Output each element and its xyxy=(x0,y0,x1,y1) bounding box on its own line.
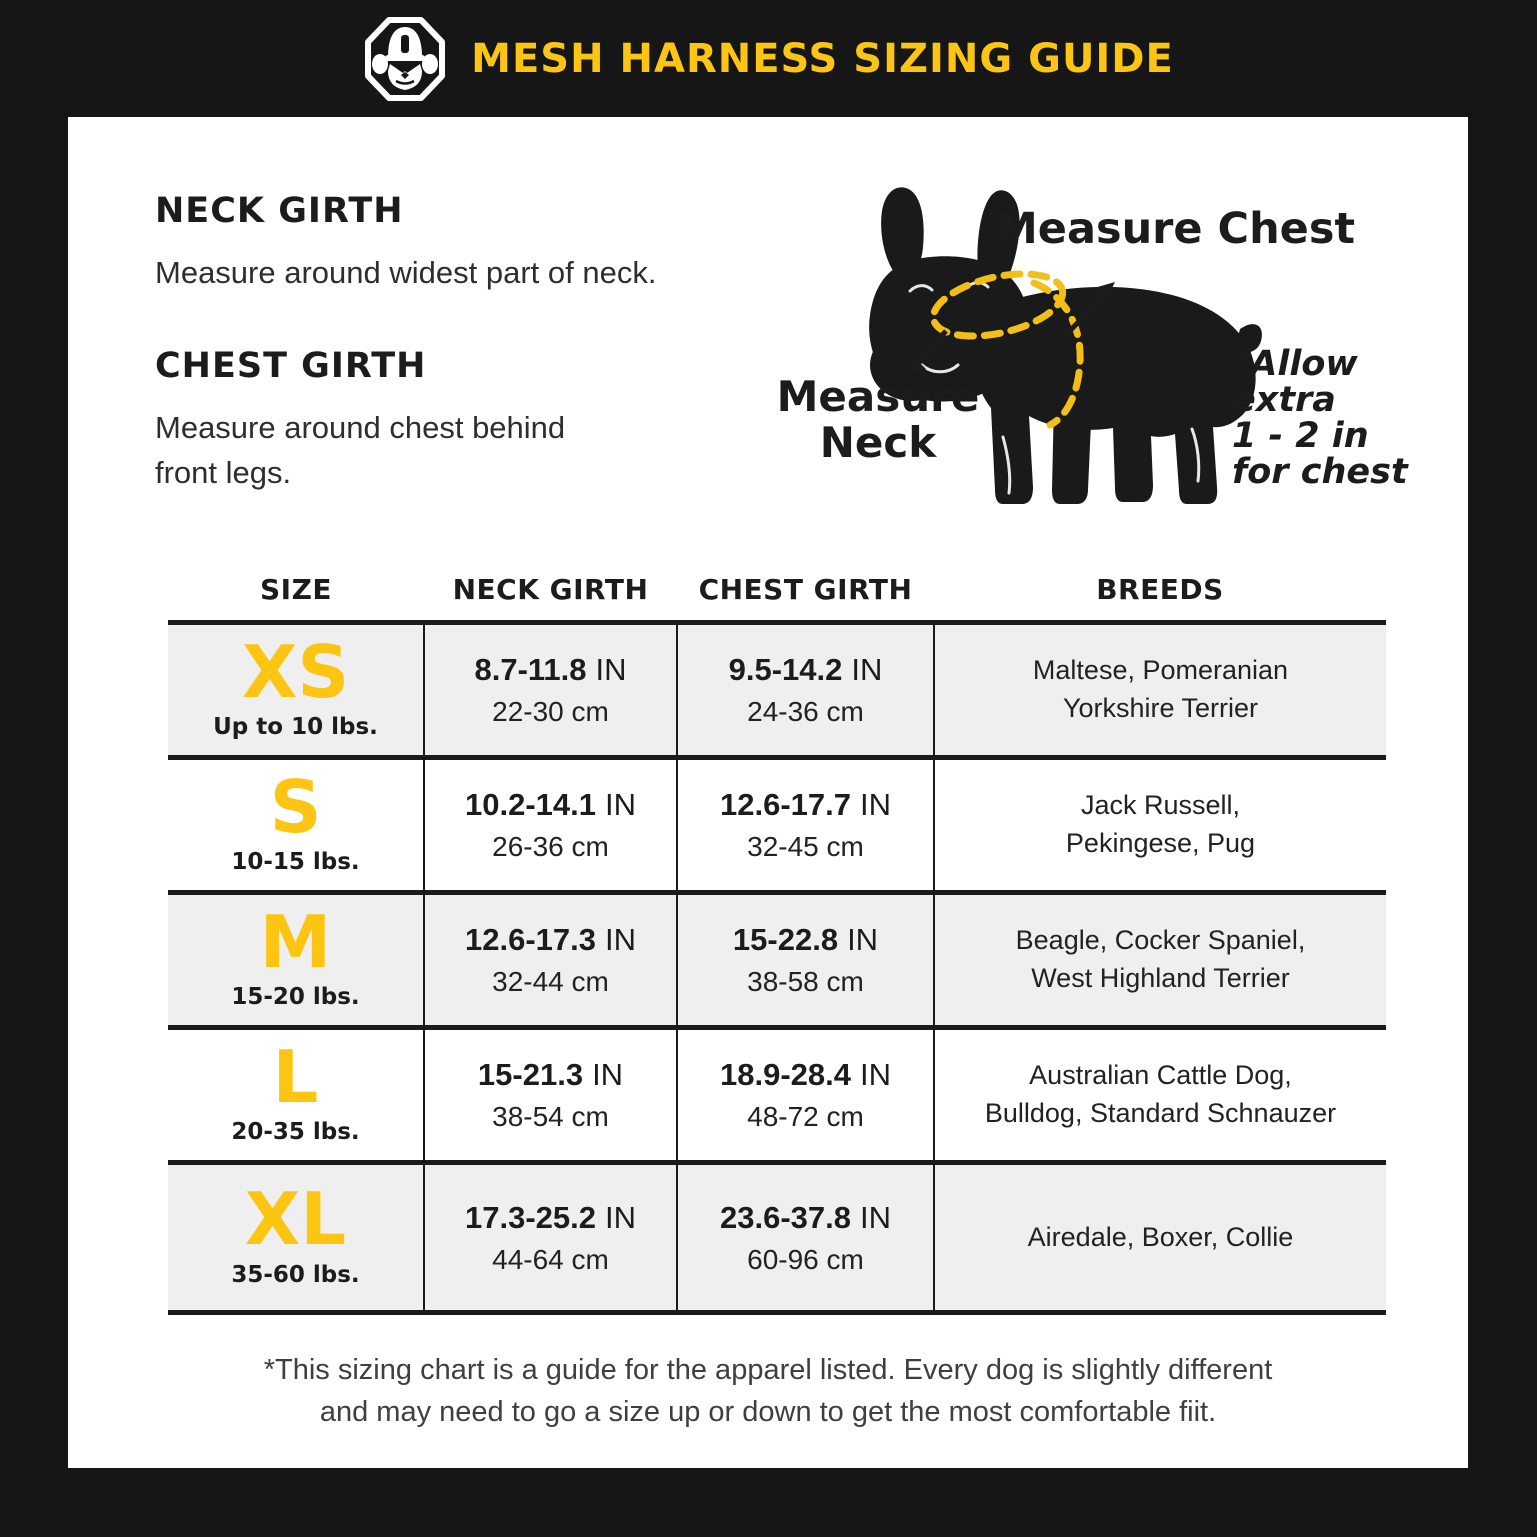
column-header-neck: NECK GIRTH xyxy=(452,572,649,606)
brand-logo-icon xyxy=(365,16,446,101)
neck-girth-cm: 32-44 cm xyxy=(492,966,609,997)
breeds-list: Jack Russell, Pekingese, Pug xyxy=(933,757,1386,893)
neck-girth-heading: NECK GIRTH xyxy=(155,191,404,231)
breeds-list: Australian Cattle Dog, Bulldog, Standard… xyxy=(933,1027,1386,1163)
page-title: MESH HARNESS SIZING GUIDE xyxy=(471,35,1174,82)
chest-girth-inches: 12.6-17.7 xyxy=(720,787,851,822)
inches-unit: IN xyxy=(605,787,636,822)
chest-girth-inches: 18.9-28.4 xyxy=(720,1057,851,1092)
neck-girth-cm: 44-64 cm xyxy=(492,1243,609,1275)
size-label: XL xyxy=(244,1177,347,1262)
neck-girth-cm: 26-36 cm xyxy=(492,831,609,862)
inches-unit: IN xyxy=(595,652,627,687)
table-header-row: SIZE NECK GIRTH CHEST GIRTH BREEDS xyxy=(168,563,1386,623)
octagon-outline xyxy=(365,16,446,101)
size-weight-range: Up to 10 lbs. xyxy=(213,714,378,741)
content-card: NECK GIRTH Measure around widest part of… xyxy=(68,117,1468,1468)
sizing-table: SIZE NECK GIRTH CHEST GIRTH BREEDS XS Up… xyxy=(168,563,1386,1315)
neck-girth-inches: 10.2-14.1 xyxy=(465,787,596,822)
chest-girth-cm: 24-36 cm xyxy=(747,696,864,727)
chest-girth-heading: CHEST GIRTH xyxy=(155,346,427,386)
header-bar: MESH HARNESS SIZING GUIDE xyxy=(0,0,1537,117)
chest-girth-cm: 48-72 cm xyxy=(747,1101,864,1132)
size-weight-range: 15-20 lbs. xyxy=(231,984,360,1011)
measure-neck-label-line1: Measure xyxy=(777,372,980,421)
chest-girth-inches: 15-22.8 xyxy=(732,922,839,957)
neck-girth-dashed-line xyxy=(929,270,1067,340)
chest-girth-cm: 32-45 cm xyxy=(747,831,864,862)
chest-girth-inches: 23.6-37.8 xyxy=(720,1199,851,1235)
allowance-note-line1: *Allow xyxy=(1232,344,1358,384)
inches-unit: IN xyxy=(605,1199,636,1235)
dog-ear-left xyxy=(372,53,389,74)
inches-unit: IN xyxy=(860,787,891,822)
neck-girth-cm: 22-30 cm xyxy=(492,696,609,727)
measure-chest-arrow xyxy=(1064,282,1115,337)
dog-ear-right xyxy=(422,53,439,74)
inches-unit: IN xyxy=(847,922,879,957)
allowance-note-line4: for chest xyxy=(1232,452,1409,492)
inches-unit: IN xyxy=(860,1057,891,1092)
size-weight-range: 20-35 lbs. xyxy=(231,1119,360,1146)
dog-mouth xyxy=(395,79,415,85)
breeds-list: Beagle, Cocker Spaniel, West Highland Te… xyxy=(933,892,1386,1028)
breeds-list: Maltese, Pomeranian Yorkshire Terrier xyxy=(933,622,1386,758)
neck-girth-description: Measure around widest part of neck. xyxy=(155,255,657,290)
column-header-size: SIZE xyxy=(259,572,332,606)
allowance-note-line2: extra xyxy=(1232,380,1336,420)
size-label: M xyxy=(259,899,332,984)
column-header-breeds: BREEDS xyxy=(1096,572,1224,606)
inches-unit: IN xyxy=(860,1199,891,1235)
neck-girth-inches: 15-21.3 xyxy=(477,1057,584,1092)
measure-neck-arrow xyxy=(905,329,948,375)
inches-unit: IN xyxy=(605,922,636,957)
size-label: L xyxy=(272,1034,319,1119)
neck-girth-inches: 8.7-11.8 xyxy=(474,652,587,687)
breeds-list: Airedale, Boxer, Collie xyxy=(933,1162,1386,1313)
table-row-l: L 20-35 lbs. 15-21.3 IN 38-54 cm 18.9-28.… xyxy=(168,1027,1386,1163)
dog-silhouette-icon xyxy=(869,187,1262,504)
dog-nose xyxy=(401,71,410,79)
size-weight-range: 35-60 lbs. xyxy=(231,1261,360,1288)
size-weight-range: 10-15 lbs. xyxy=(231,849,360,876)
neck-girth-cm: 38-54 cm xyxy=(492,1101,609,1132)
table-row-m: M 15-20 lbs. 12.6-17.3 IN 32-44 cm 15-22.… xyxy=(168,892,1386,1028)
chest-girth-dashed-line xyxy=(1030,279,1084,429)
chest-girth-section: CHEST GIRTH Measure around chest behind … xyxy=(155,346,565,496)
helmet-brim xyxy=(385,54,426,61)
helmet-badge xyxy=(401,34,410,53)
measure-neck-label-line2: Neck xyxy=(820,418,938,467)
chest-girth-cm: 60-96 cm xyxy=(747,1243,864,1275)
size-label: S xyxy=(269,764,322,849)
chest-girth-description: Measure around chest behind front legs. xyxy=(155,410,566,490)
neck-girth-section: NECK GIRTH Measure around widest part of… xyxy=(155,191,656,296)
chest-girth-inches: 9.5-14.2 xyxy=(728,652,843,687)
table-row-s: S 10-15 lbs. 10.2-14.1 IN 26-36 cm 12.6-1… xyxy=(168,757,1386,893)
table-row-xs: XS Up to 10 lbs. 8.7-11.8 IN 22-30 cm 9.5… xyxy=(168,622,1386,758)
chest-girth-cm: 38-58 cm xyxy=(747,966,864,997)
dog-measurement-diagram: Measure Chest Measure Neck *Allow extra … xyxy=(777,187,1409,504)
neck-girth-inches: 12.6-17.3 xyxy=(465,922,596,957)
table-row-xl: XL 35-60 lbs. 17.3-25.2 IN 44-64 cm 23.6-… xyxy=(168,1162,1386,1313)
allowance-note-line3: 1 - 2 in xyxy=(1232,416,1369,456)
disclaimer-note: *This sizing chart is a guide for the ap… xyxy=(263,1354,1273,1429)
size-label: XS xyxy=(241,629,350,714)
measure-chest-label: Measure Chest xyxy=(995,204,1355,254)
neck-girth-inches: 17.3-25.2 xyxy=(465,1199,596,1235)
inches-unit: IN xyxy=(592,1057,624,1092)
column-header-chest: CHEST GIRTH xyxy=(698,572,913,606)
inches-unit: IN xyxy=(851,652,883,687)
